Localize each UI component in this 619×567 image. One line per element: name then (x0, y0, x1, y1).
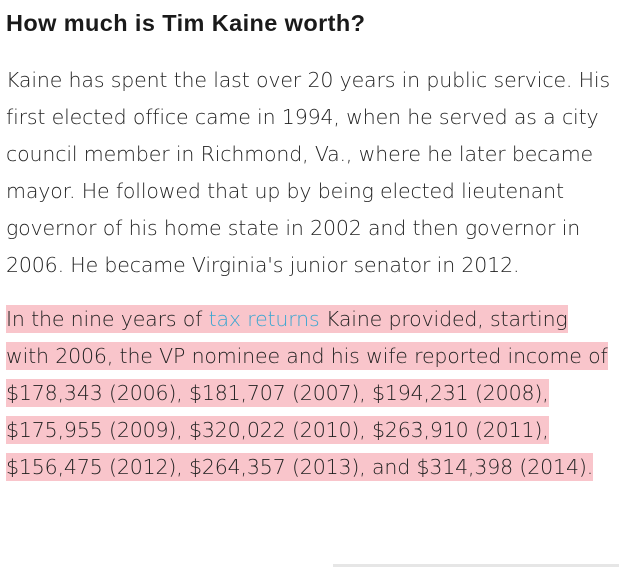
article-body: How much is Tim Kaine worth? Kaine has s… (6, 0, 614, 486)
intro-paragraph: Kaine has spent the last over 20 years i… (6, 68, 610, 277)
tax-returns-link[interactable]: tax returns (208, 307, 320, 331)
highlighted-paragraph: In the nine years of tax returns Kaine p… (6, 301, 614, 486)
bottom-divider (333, 564, 619, 567)
paragraph-text-after-link: Kaine provided, starting with 2006, the … (6, 307, 608, 479)
section-heading: How much is Tim Kaine worth? (6, 10, 366, 36)
paragraph-text-before-link: In the nine years of (6, 307, 209, 331)
highlight-span: In the nine years of tax returns Kaine p… (6, 305, 608, 481)
